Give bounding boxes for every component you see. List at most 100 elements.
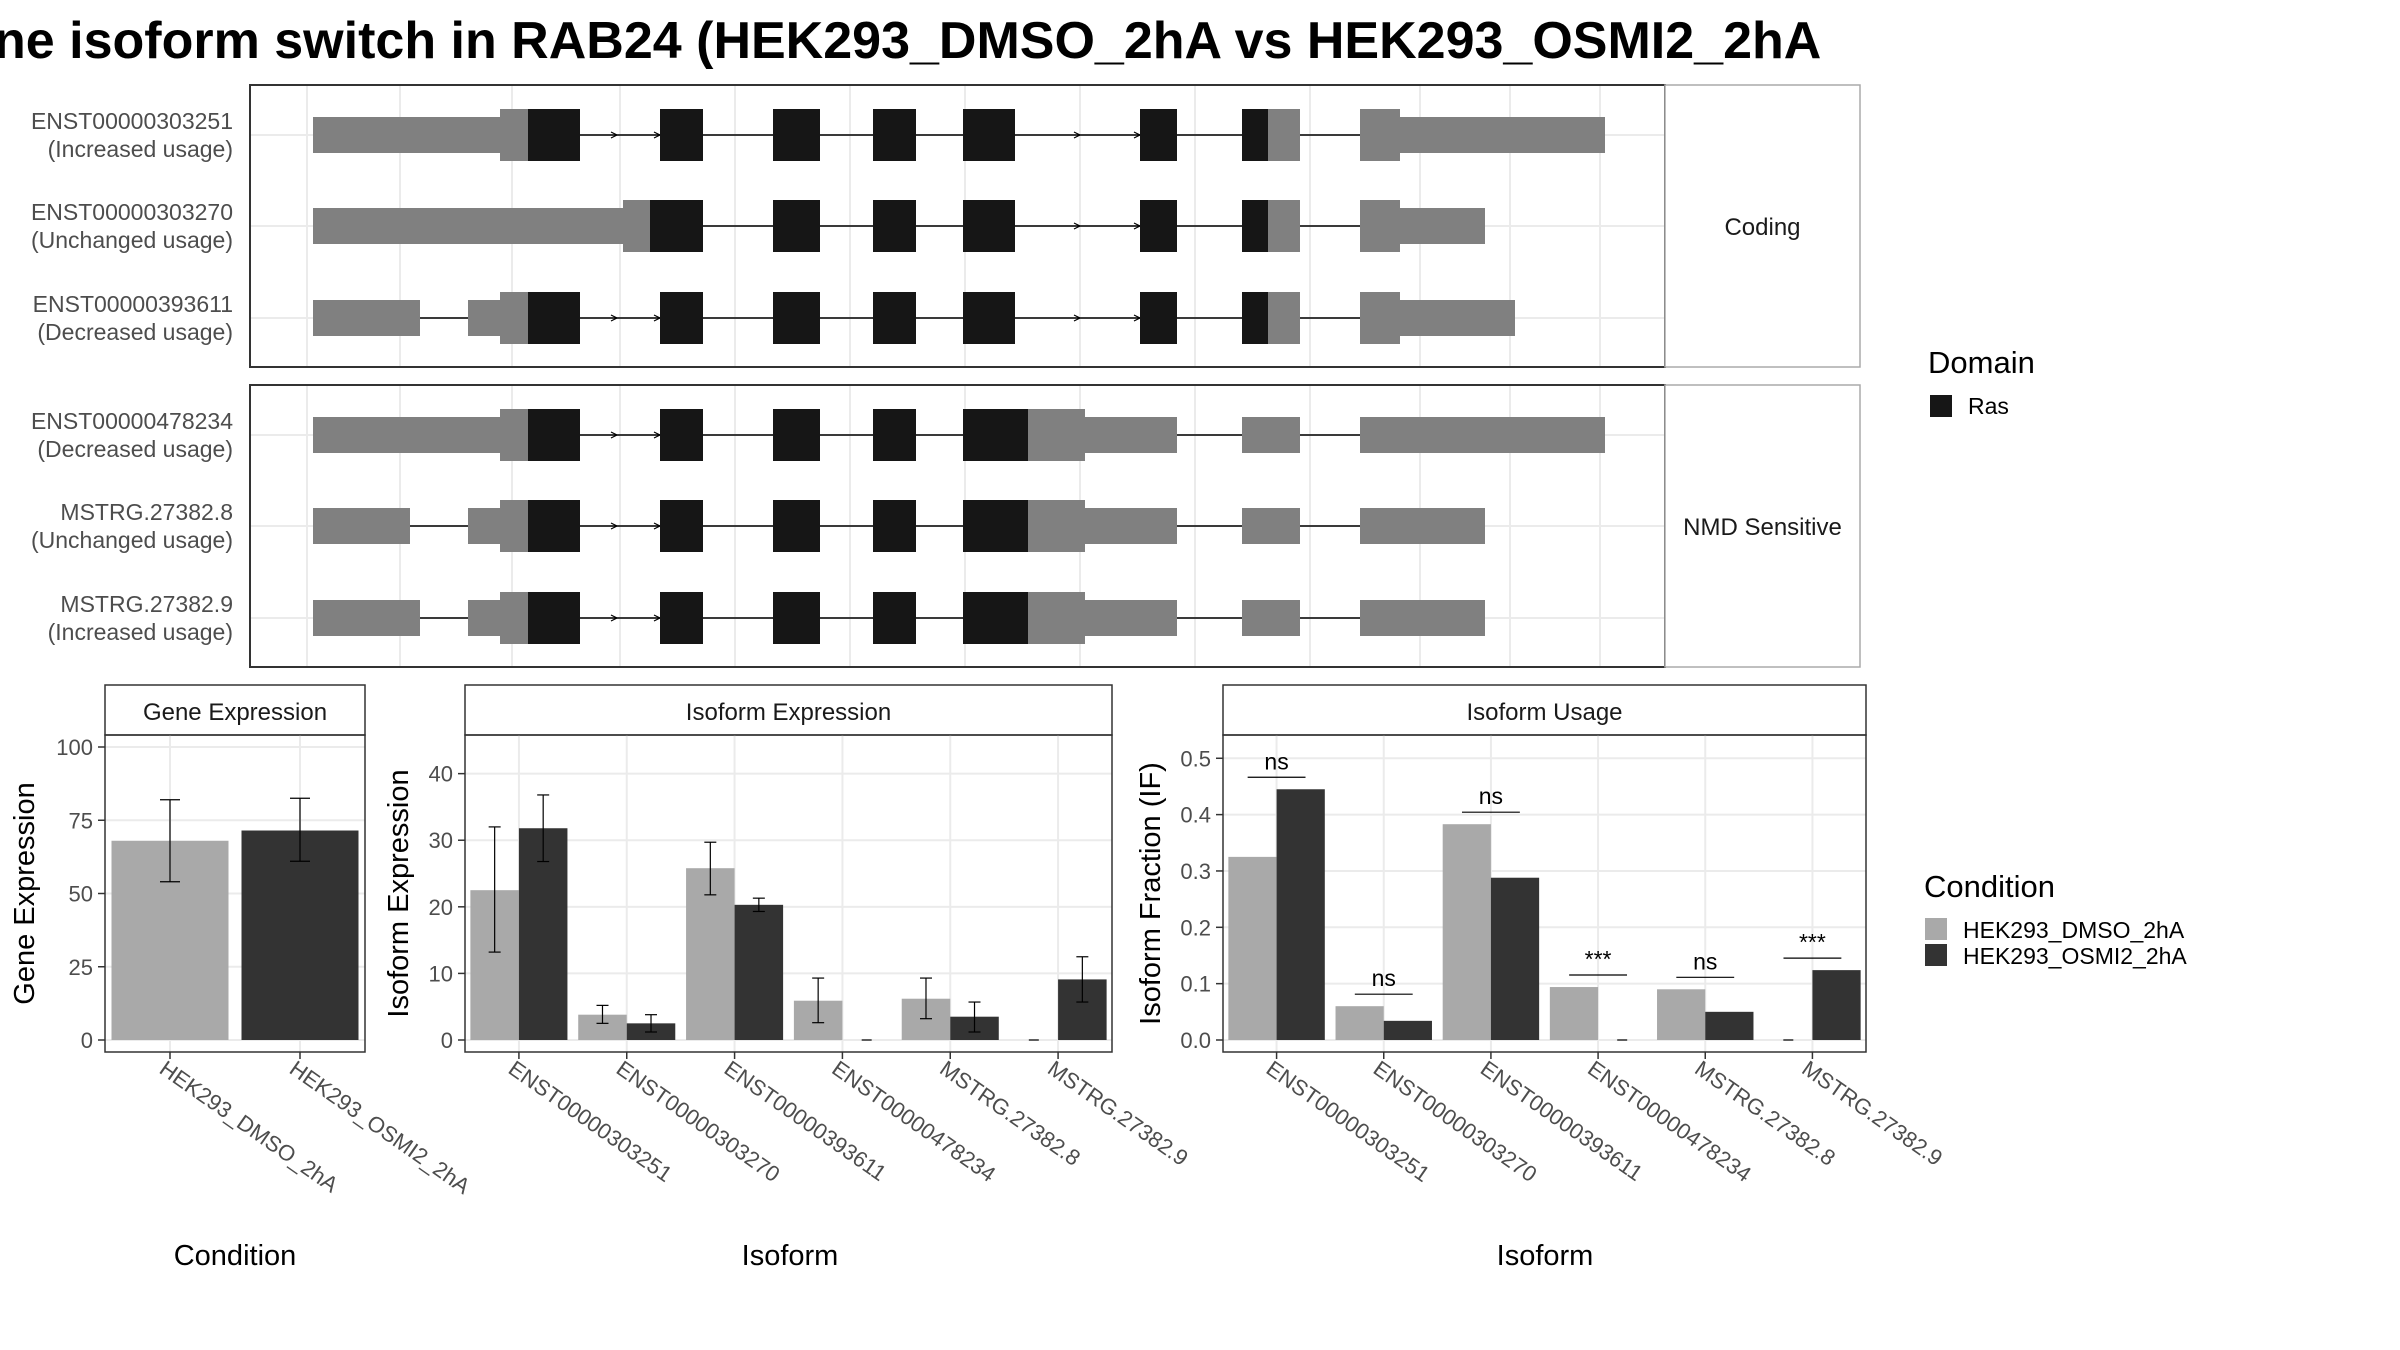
strand-arrow xyxy=(610,522,619,530)
ras-domain-exon xyxy=(773,292,820,344)
bar-charts: Gene Expression0255075100HEK293_DMSO_2hA… xyxy=(9,684,1947,1272)
y-tick-label: 75 xyxy=(69,808,93,833)
transcript-row: ENST00000478234(Decreased usage) xyxy=(31,408,1605,462)
panel-strip-label: Coding xyxy=(1724,214,1800,241)
panel-strip-label: NMD Sensitive xyxy=(1683,514,1842,541)
ras-domain-exon xyxy=(660,109,703,161)
utr-exon xyxy=(1400,300,1515,336)
ras-domain-exon xyxy=(773,409,820,461)
transcript-usage: (Increased usage) xyxy=(48,136,233,162)
utr-exon xyxy=(1400,208,1485,244)
y-tick-label: 0 xyxy=(441,1028,453,1053)
y-tick-label: 0.0 xyxy=(1180,1028,1211,1053)
bar xyxy=(1705,1011,1754,1040)
utr-exon xyxy=(1242,600,1300,636)
utr-exon xyxy=(1268,292,1300,344)
utr-exon xyxy=(1360,109,1400,161)
significance-label: ns xyxy=(1264,748,1288,774)
utr-exon xyxy=(1268,200,1300,252)
x-axis-title: Condition xyxy=(174,1240,297,1272)
strand-arrow xyxy=(610,131,619,139)
significance-label: ns xyxy=(1372,965,1396,991)
ras-domain-exon xyxy=(873,592,916,644)
condition-legend-label: HEK293_DMSO_2hA xyxy=(1963,917,2185,943)
ras-domain-exon xyxy=(660,409,703,461)
significance-label: ns xyxy=(1693,948,1717,974)
ras-domain-exon xyxy=(963,292,1015,344)
bar xyxy=(1276,789,1325,1040)
strand-arrow xyxy=(1073,222,1082,230)
utr-exon xyxy=(468,600,500,636)
transcript-row: ENST00000303270(Unchanged usage) xyxy=(31,199,1485,253)
y-tick-label: 30 xyxy=(429,828,453,853)
ras-domain-exon xyxy=(1140,109,1177,161)
ras-domain-exon xyxy=(528,500,580,552)
transcript-id: MSTRG.27382.8 xyxy=(60,499,233,525)
utr-exon xyxy=(500,292,528,344)
utr-exon xyxy=(468,300,500,336)
figure-title: ne isoform switch in RAB24 (HEK293_DMSO_… xyxy=(0,12,1821,70)
utr-exon xyxy=(500,109,528,161)
strand-arrow xyxy=(610,314,619,322)
panel-strip xyxy=(1664,84,1861,368)
bar xyxy=(1335,1006,1384,1040)
y-tick-label: 0.3 xyxy=(1180,859,1211,884)
y-axis-title: Isoform Expression xyxy=(383,769,415,1017)
ras-domain-exon xyxy=(963,109,1015,161)
utr-exon xyxy=(623,200,650,252)
structure-panel-2: NMD Sensitive ENST00000478234(Decreased u… xyxy=(31,384,1861,668)
significance-label: *** xyxy=(1799,929,1826,955)
utr-exon xyxy=(1242,508,1300,544)
bar xyxy=(1657,989,1706,1040)
y-tick-label: 0.4 xyxy=(1180,803,1211,828)
utr-exon xyxy=(1028,500,1085,552)
utr-exon xyxy=(313,600,420,636)
utr-exon xyxy=(468,508,500,544)
plot-frame xyxy=(1222,734,1867,1053)
ras-domain-exon xyxy=(873,200,916,252)
utr-exon xyxy=(500,500,528,552)
legends: Domain Ras Condition HEK293_DMSO_2hAHEK293_… xyxy=(1924,345,2187,969)
ras-domain-exon xyxy=(528,409,580,461)
domain-legend-key xyxy=(1930,395,1952,417)
ras-domain-exon xyxy=(1140,292,1177,344)
ras-domain-exon xyxy=(528,592,580,644)
utr-exon xyxy=(1085,508,1177,544)
utr-exon xyxy=(500,592,528,644)
chart-strip xyxy=(104,684,366,736)
y-tick-label: 25 xyxy=(69,955,93,980)
bar xyxy=(1490,877,1540,1040)
ras-domain-exon xyxy=(528,109,580,161)
y-axis-title: Isoform Fraction (IF) xyxy=(1135,762,1167,1025)
chart-title: Isoform Expression xyxy=(686,699,891,726)
ras-domain-exon xyxy=(1242,109,1268,161)
bar xyxy=(1442,824,1491,1040)
domain-legend-title: Domain xyxy=(1928,345,2035,380)
utr-exon xyxy=(313,208,623,244)
chart-title: Isoform Usage xyxy=(1466,699,1622,726)
ras-domain-exon xyxy=(963,409,1028,461)
utr-exon xyxy=(1360,200,1400,252)
y-tick-label: 0 xyxy=(81,1028,93,1053)
bar xyxy=(518,828,568,1040)
bar xyxy=(686,868,735,1040)
bar xyxy=(1812,970,1861,1040)
ras-domain-exon xyxy=(660,292,703,344)
domain-legend-label: Ras xyxy=(1968,393,2009,419)
strand-arrow xyxy=(1073,131,1082,139)
significance-label: ns xyxy=(1479,783,1503,809)
strand-arrow xyxy=(610,614,619,622)
ras-domain-exon xyxy=(1242,292,1268,344)
utr-exon xyxy=(1028,592,1085,644)
y-tick-label: 0.1 xyxy=(1180,972,1211,997)
utr-exon xyxy=(1242,417,1300,453)
y-tick-label: 100 xyxy=(56,735,93,760)
y-axis-title: Gene Expression xyxy=(9,782,41,1004)
utr-exon xyxy=(1360,600,1485,636)
strand-arrow xyxy=(1073,314,1082,322)
utr-exon xyxy=(1085,417,1177,453)
significance-label: *** xyxy=(1585,946,1612,972)
